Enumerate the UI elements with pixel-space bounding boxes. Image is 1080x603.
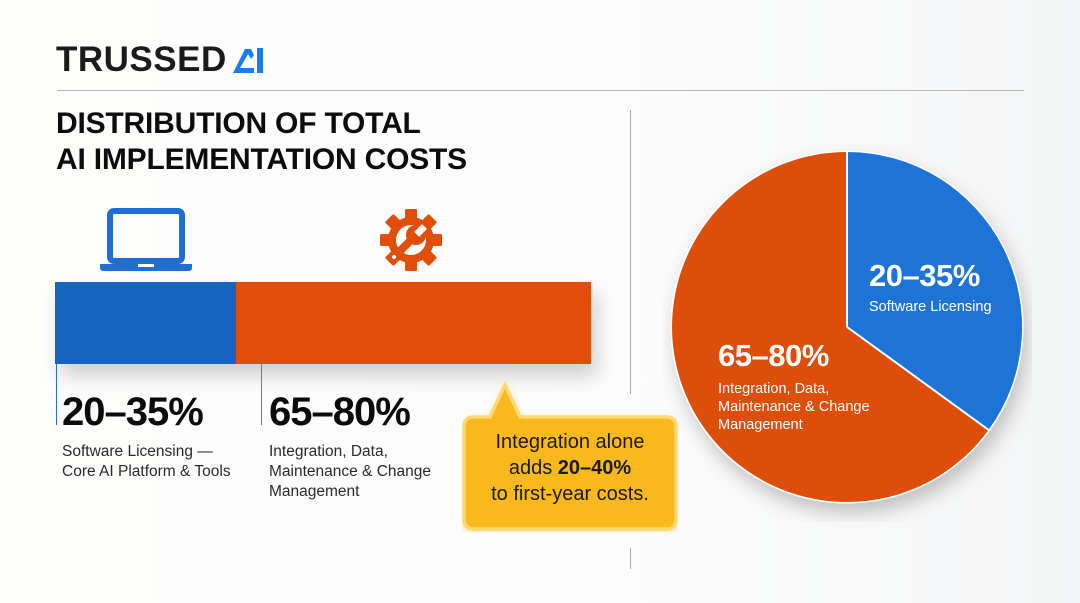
stat-description: Software Licensing — Core AI Platform & … bbox=[62, 442, 231, 482]
marker-line-software bbox=[56, 364, 57, 425]
page-title-line-1: DISTRIBUTION OF TOTAL bbox=[56, 107, 421, 140]
header-divider bbox=[57, 90, 1024, 91]
stat-description-line: Maintenance & Change bbox=[269, 463, 432, 480]
callout-bubble: Integration alone adds 20–40% to first-y… bbox=[462, 381, 678, 532]
laptop-icon bbox=[100, 208, 192, 271]
pie-label-value: 20–35% bbox=[869, 258, 980, 293]
page-title: DISTRIBUTION OF TOTAL AI IMPLEMENTATION … bbox=[56, 106, 467, 178]
brand-ai-mark-icon bbox=[232, 48, 263, 73]
callout-text: Integration alone adds 20–40% to first-y… bbox=[462, 429, 678, 507]
pie-label-text: Software Licensing bbox=[869, 299, 992, 315]
callout-line: adds 20–40% bbox=[462, 455, 678, 481]
bar-segment-software-licensing bbox=[55, 282, 236, 364]
stat-value: 65–80% bbox=[269, 390, 411, 434]
callout-highlight: 20–40% bbox=[557, 457, 632, 479]
pie-slice-software-licensing bbox=[847, 152, 1023, 430]
pie-slice-integration bbox=[672, 152, 989, 502]
vertical-divider bbox=[630, 110, 631, 394]
stat-description: Integration, Data, Maintenance & Change … bbox=[269, 442, 431, 502]
pie-label-line: Integration, Data, bbox=[718, 381, 830, 397]
callout-text-prefix: adds bbox=[508, 457, 558, 479]
stat-software-licensing: 20–35% Software Licensing — Core AI Plat… bbox=[62, 388, 231, 482]
pie-label-software-licensing: 20–35% Software Licensing bbox=[869, 258, 992, 316]
brand-logo: TRUSSED bbox=[56, 40, 268, 80]
stat-description-line: Core AI Platform & Tools bbox=[62, 463, 231, 480]
callout-line: to first-year costs. bbox=[491, 483, 649, 505]
stat-value: 20–35% bbox=[62, 390, 204, 434]
page-title-line-2: AI IMPLEMENTATION COSTS bbox=[56, 143, 467, 176]
pie-label-integration: 65–80% Integration, Data, Maintenance & … bbox=[718, 338, 870, 434]
stat-integration: 65–80% Integration, Data, Maintenance & … bbox=[269, 388, 431, 502]
pie-label-line: Management bbox=[718, 417, 803, 433]
brand-name: TRUSSED bbox=[56, 40, 227, 79]
vertical-divider-lower bbox=[630, 548, 631, 569]
stat-description-line: Integration, Data, bbox=[269, 443, 388, 460]
callout-shape bbox=[462, 381, 678, 531]
stacked-bar-chart bbox=[55, 282, 591, 364]
pie-label-text: Integration, Data, Maintenance & Change … bbox=[718, 380, 870, 434]
marker-line-integration bbox=[261, 364, 262, 425]
bar-segment-integration bbox=[236, 282, 591, 364]
pie-label-line: Maintenance & Change bbox=[718, 399, 870, 415]
stat-description-line: Management bbox=[269, 483, 360, 500]
gear-wrench-icon bbox=[380, 209, 442, 271]
callout-line: Integration alone bbox=[495, 431, 645, 453]
stat-description-line: Software Licensing — bbox=[62, 443, 213, 460]
pie-chart bbox=[670, 150, 1024, 504]
pie-label-value: 65–80% bbox=[718, 338, 829, 373]
